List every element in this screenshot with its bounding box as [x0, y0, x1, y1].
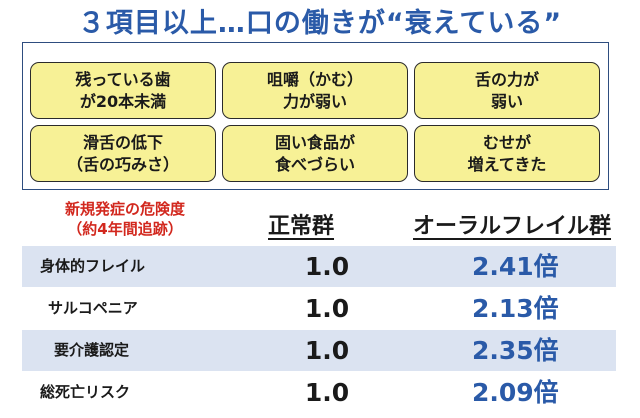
risk-label: 新規発症の危険度 （約4年間追跡） — [64, 200, 185, 238]
page-title: ３項目以上…口の働きが“衰えている” — [0, 4, 640, 44]
oral-frail-value: 2.09倍 — [472, 378, 559, 407]
table-row: サルコペニア 1.0 2.13倍 — [22, 288, 616, 329]
normal-value: 1.0 — [304, 294, 350, 323]
oral-frail-value: 2.13倍 — [472, 294, 559, 323]
normal-value: 1.0 — [304, 378, 350, 407]
table-row: 身体的フレイル 1.0 2.41倍 — [22, 246, 616, 287]
oral-frail-value: 2.41倍 — [472, 252, 559, 281]
condition-teeth: 残っている歯 が20本未満 — [30, 62, 216, 119]
row-label: 要介護認定 — [54, 341, 130, 359]
oral-frail-value: 2.35倍 — [472, 336, 559, 365]
normal-value: 1.0 — [304, 252, 350, 281]
row-label: 総死亡リスク — [40, 383, 131, 401]
row-label: サルコペニア — [48, 299, 138, 317]
condition-choking: むせが 増えてきた — [414, 125, 600, 182]
condition-hard-food: 固い食品が 食べづらい — [222, 125, 408, 182]
condition-articulation: 滑舌の低下 （舌の巧みさ） — [30, 125, 216, 182]
condition-chewing: 咀嚼（かむ） 力が弱い — [222, 62, 408, 119]
column-header-normal: 正常群 — [268, 214, 335, 239]
row-label: 身体的フレイル — [40, 257, 146, 275]
condition-tongue-strength: 舌の力が 弱い — [414, 62, 600, 119]
table-row: 要介護認定 1.0 2.35倍 — [22, 330, 616, 371]
column-header-oral-frail: オーラルフレイル群 — [413, 214, 612, 239]
normal-value: 1.0 — [304, 336, 350, 365]
table-row: 総死亡リスク 1.0 2.09倍 — [22, 372, 616, 413]
